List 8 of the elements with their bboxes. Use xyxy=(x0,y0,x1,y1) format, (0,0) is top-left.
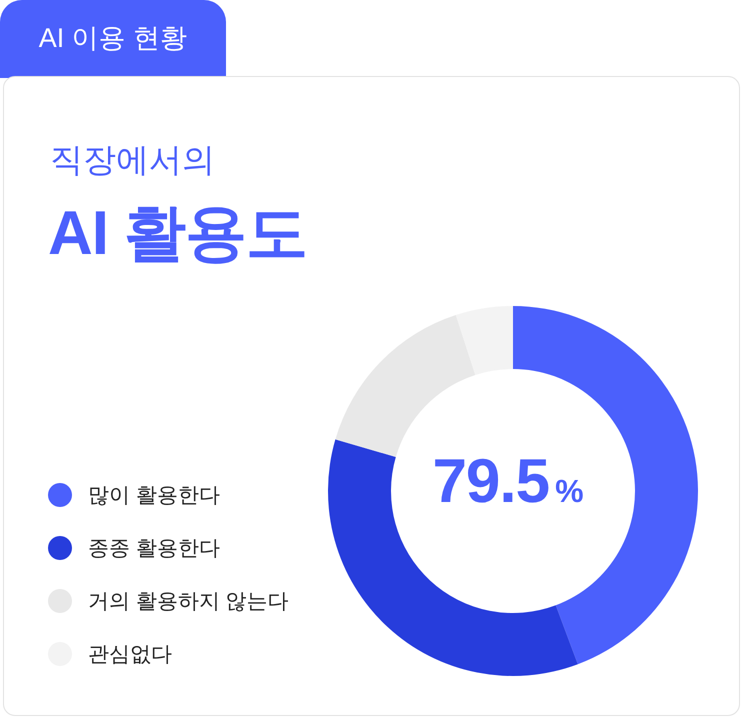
chart-title: AI 활용도 xyxy=(48,198,308,270)
chart-subtitle: 직장에서의 xyxy=(50,140,215,180)
legend-label: 거의 활용하지 않는다 xyxy=(88,589,289,615)
legend-label: 관심없다 xyxy=(88,642,172,668)
text: AI 이용 현황 xyxy=(0,0,226,78)
legend-label: 종종 활용한다 xyxy=(88,536,220,562)
legend-label: 많이 활용한다 xyxy=(88,483,220,509)
text: 79.5% xyxy=(432,447,584,516)
